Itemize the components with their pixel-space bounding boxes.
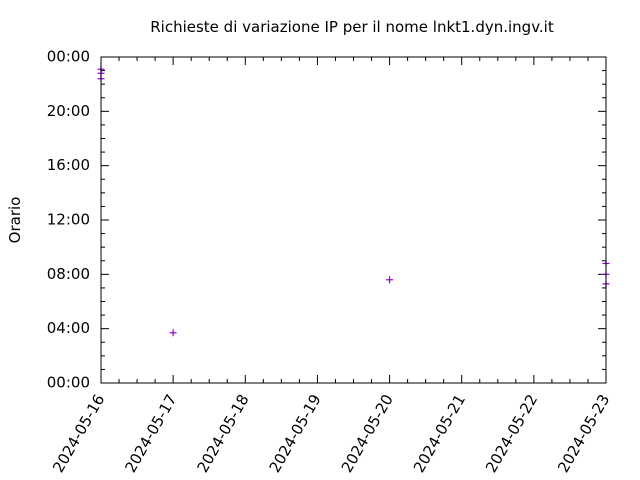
x-tick-label: 2024-05-19 bbox=[266, 391, 325, 476]
y-tick-label: 12:00 bbox=[47, 211, 90, 229]
y-tick-label: 04:00 bbox=[47, 319, 90, 337]
y-tick-label: 20:00 bbox=[47, 102, 90, 120]
x-tick-label: 2024-05-18 bbox=[193, 391, 252, 476]
y-tick-label: 00:00 bbox=[47, 374, 90, 392]
data-point bbox=[169, 329, 177, 337]
x-tick-label: 2024-05-17 bbox=[121, 391, 180, 476]
y-tick-labels: 00:00 04:00 08:00 12:00 16:00 20:00 00:00 bbox=[47, 48, 90, 392]
y-tick-label: 16:00 bbox=[47, 156, 90, 174]
x-tick-label: 2024-05-22 bbox=[482, 391, 541, 476]
plot-frame bbox=[100, 56, 607, 384]
data-points bbox=[97, 65, 610, 337]
chart-title: Richieste di variazione IP per il nome l… bbox=[150, 18, 554, 36]
data-point bbox=[386, 276, 394, 284]
x-tick-label: 2024-05-20 bbox=[338, 391, 397, 476]
axis-ticks bbox=[100, 56, 607, 384]
y-tick-label: 08:00 bbox=[47, 265, 90, 283]
x-tick-label: 2024-05-16 bbox=[49, 391, 108, 476]
x-tick-labels: 2024-05-16 2024-05-17 2024-05-18 2024-05-19… bbox=[49, 391, 613, 476]
x-tick-label: 2024-05-21 bbox=[410, 391, 469, 476]
x-tick-label: 2024-05-23 bbox=[554, 391, 613, 476]
y-axis-label: Orario bbox=[6, 197, 24, 244]
y-tick-label: 00:00 bbox=[47, 48, 90, 66]
